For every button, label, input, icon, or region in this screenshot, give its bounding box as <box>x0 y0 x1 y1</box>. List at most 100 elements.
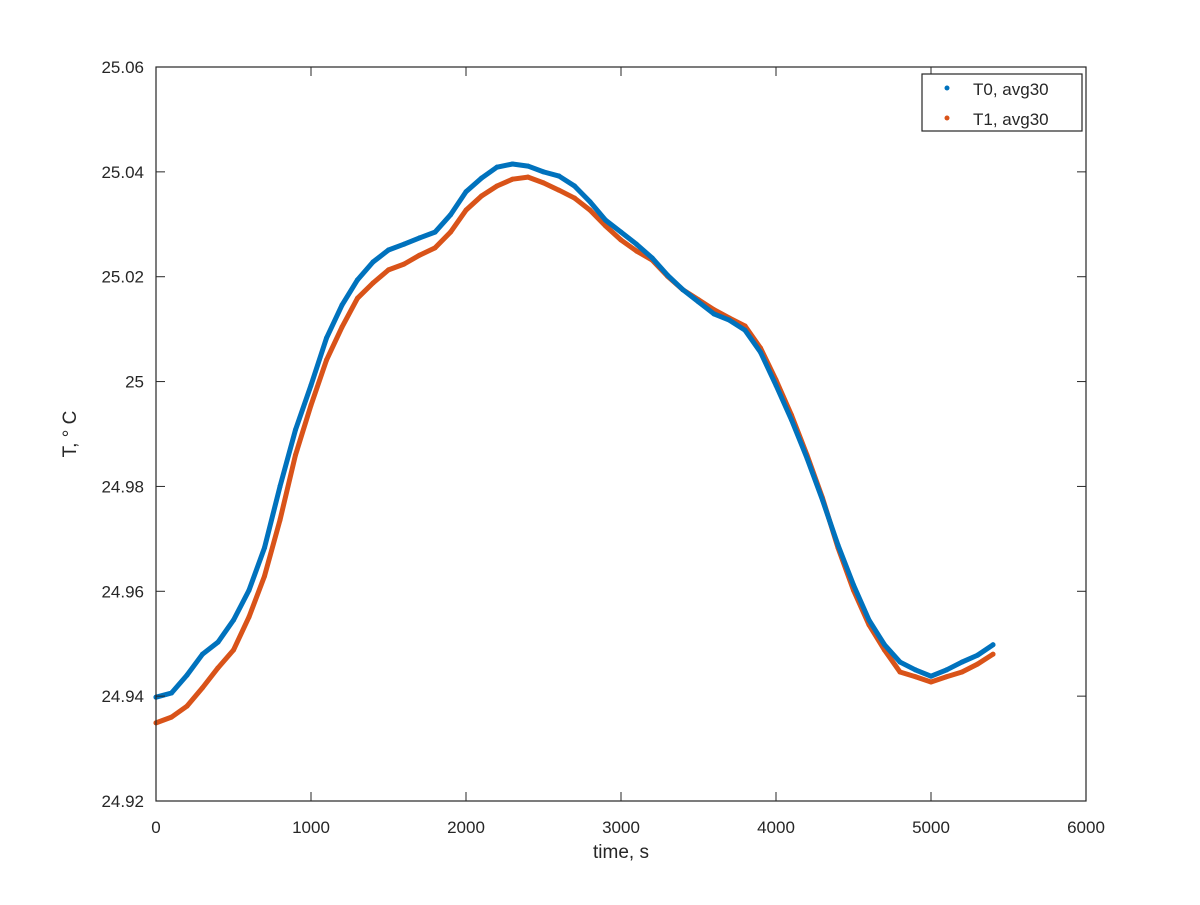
data-point-t1 <box>556 187 562 193</box>
data-point-t0 <box>556 173 562 179</box>
data-point-t0 <box>246 587 252 593</box>
data-point-t0 <box>727 317 732 323</box>
x-tick-label: 5000 <box>912 818 950 837</box>
data-point-t1 <box>184 703 190 709</box>
data-point-t1 <box>246 614 252 620</box>
data-point-t1 <box>525 174 531 180</box>
data-point-t0 <box>308 382 314 388</box>
y-tick-label: 25 <box>125 373 144 392</box>
y-tick-label: 24.96 <box>101 582 144 601</box>
data-point-t0 <box>355 277 360 283</box>
x-tick-label: 6000 <box>1067 818 1105 837</box>
data-point-t0 <box>417 235 422 241</box>
data-point-t0 <box>386 247 391 253</box>
y-tick-label: 24.94 <box>101 687 144 706</box>
data-point-t0 <box>649 255 655 261</box>
data-point-t1 <box>370 280 376 286</box>
data-point-t0 <box>804 455 810 461</box>
data-point-t1 <box>293 452 298 458</box>
data-point-t0 <box>603 217 608 223</box>
data-point-t0 <box>587 199 593 205</box>
legend-label-t0: T0, avg30 <box>973 80 1049 99</box>
x-tick-label: 1000 <box>292 818 330 837</box>
data-point-t0 <box>758 349 763 355</box>
data-point-t0 <box>665 272 670 278</box>
data-point-t0 <box>959 659 965 665</box>
data-point-t0 <box>463 189 469 195</box>
data-point-t0 <box>990 642 996 648</box>
data-point-t0 <box>680 287 686 293</box>
data-point-t1 <box>897 669 903 675</box>
data-point-t0 <box>696 299 701 305</box>
x-tick-label: 0 <box>151 818 160 837</box>
data-point-t1 <box>928 679 934 685</box>
data-point-t0 <box>510 161 515 167</box>
y-tick-label: 24.98 <box>101 477 144 496</box>
data-point-t1 <box>494 183 500 189</box>
data-point-t1 <box>401 261 407 267</box>
legend-marker-t1 <box>944 115 950 121</box>
data-point-t0 <box>541 169 546 175</box>
data-point-t1 <box>169 714 174 720</box>
x-tick-label: 2000 <box>447 818 485 837</box>
data-point-t1 <box>448 229 453 235</box>
data-point-t0 <box>525 163 531 169</box>
data-point-t1 <box>587 207 593 213</box>
data-point-t1 <box>975 661 980 667</box>
legend-marker-t0 <box>944 85 950 91</box>
data-point-t1 <box>262 573 267 579</box>
y-tick-label: 25.06 <box>101 58 144 77</box>
data-point-t0 <box>618 229 624 235</box>
data-point-t1 <box>572 195 577 201</box>
data-point-t0 <box>789 417 794 423</box>
y-tick-label: 25.04 <box>101 163 144 182</box>
x-axis-label: time, s <box>593 842 649 863</box>
y-tick-label: 25.02 <box>101 268 144 287</box>
data-point-t0 <box>944 667 949 673</box>
data-point-t1 <box>324 357 329 363</box>
data-point-t1 <box>990 651 996 657</box>
data-point-t0 <box>975 652 980 658</box>
legend: T0, avg30 T1, avg30 <box>921 73 1083 132</box>
data-point-t1 <box>231 647 236 653</box>
data-point-t0 <box>742 327 748 333</box>
series-line-t0 <box>153 161 996 700</box>
data-point-t1 <box>355 295 360 301</box>
data-point-t0 <box>851 582 856 588</box>
data-point-t0 <box>277 483 283 489</box>
data-point-t1 <box>339 324 345 330</box>
legend-box <box>921 73 1083 132</box>
data-point-t1 <box>913 674 918 680</box>
data-point-t1 <box>308 402 314 408</box>
data-point-t0 <box>882 642 887 648</box>
data-point-t0 <box>773 382 779 388</box>
legend-label-t1: T1, avg30 <box>973 110 1049 129</box>
data-point-t1 <box>479 193 484 199</box>
data-point-t0 <box>479 175 484 181</box>
data-point-t1 <box>959 669 965 675</box>
data-point-t0 <box>324 335 329 341</box>
data-point-t0 <box>401 241 407 247</box>
data-point-t0 <box>494 164 500 170</box>
data-point-t1 <box>215 665 221 671</box>
data-point-t0 <box>820 497 825 503</box>
data-point-t1 <box>432 245 438 251</box>
data-point-t0 <box>928 673 934 679</box>
data-point-t1 <box>277 517 283 523</box>
data-point-t0 <box>432 229 438 235</box>
data-point-t0 <box>293 427 298 433</box>
data-point-t1 <box>386 267 391 273</box>
x-tick-label: 4000 <box>757 818 795 837</box>
data-point-t1 <box>463 207 469 213</box>
data-point-t1 <box>944 674 949 680</box>
data-point-t0 <box>200 651 205 657</box>
data-point-t0 <box>169 690 174 696</box>
data-point-t0 <box>866 617 872 623</box>
data-point-t1 <box>618 237 624 243</box>
data-point-t0 <box>448 212 453 218</box>
data-point-t1 <box>510 176 515 182</box>
y-axis-label: T, ° C <box>60 411 81 458</box>
data-point-t1 <box>200 685 205 691</box>
